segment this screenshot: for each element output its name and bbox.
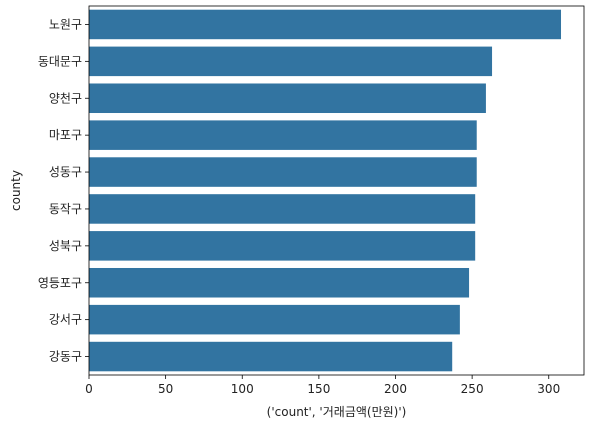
bar — [89, 46, 493, 77]
bar — [89, 194, 476, 224]
x-tick-label: 50 — [158, 382, 173, 396]
y-tick-label: 성북구 — [49, 239, 82, 253]
bar — [89, 304, 460, 335]
y-tick-label: 영등포구 — [38, 276, 82, 290]
bar — [89, 231, 476, 261]
y-tick-label: 마포구 — [49, 128, 82, 142]
y-tick-label: 양천구 — [49, 90, 82, 105]
y-tick-label: 동작구 — [49, 202, 82, 216]
y-tick-label: 성동구 — [49, 165, 82, 179]
y-tick-label: 강동구 — [49, 350, 82, 364]
y-tick-label: 강서구 — [49, 313, 82, 327]
bar — [89, 83, 486, 114]
x-tick-label: 100 — [231, 382, 254, 396]
bar — [89, 120, 477, 150]
x-tick-label: 300 — [537, 382, 560, 396]
y-tick-label: 노원구 — [49, 17, 82, 31]
y-tick-label: 동대문구 — [38, 54, 82, 68]
plot-frame — [88, 5, 585, 376]
x-tick-label: 150 — [307, 382, 330, 396]
x-tick-label: 200 — [384, 382, 407, 396]
bar — [89, 267, 470, 298]
bar — [89, 157, 477, 187]
bar — [89, 9, 562, 40]
x-ticks: 0 50 100 150 200 250 300 — [85, 375, 560, 396]
bars-group — [89, 9, 562, 372]
y-axis-label: county — [9, 170, 23, 211]
bar — [89, 341, 453, 372]
x-axis-label: ('count', '거래금액(만원)') — [267, 405, 407, 419]
x-tick-label: 0 — [85, 382, 93, 396]
x-tick-label: 250 — [461, 382, 484, 396]
